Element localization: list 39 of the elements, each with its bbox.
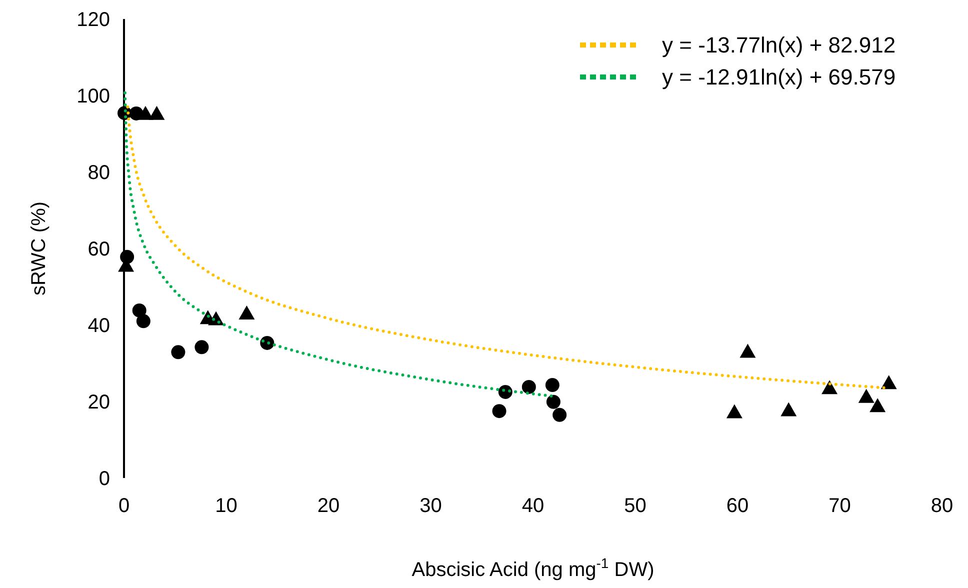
y-tick-label: 40	[88, 315, 110, 337]
point	[137, 106, 154, 120]
y-tick-label: 100	[76, 86, 110, 108]
point	[136, 314, 150, 328]
x-tick-label: 40	[522, 495, 544, 517]
point	[552, 408, 567, 422]
x-tick-label: 80	[930, 495, 954, 517]
x-tick-label: 70	[828, 495, 851, 517]
point	[171, 345, 186, 360]
point	[546, 394, 560, 409]
y-tick-label: 120	[76, 9, 110, 31]
point	[822, 380, 838, 394]
point	[492, 404, 506, 418]
point	[780, 402, 797, 416]
y-tick-label: 60	[88, 238, 110, 260]
x-tick-label: 10	[215, 495, 238, 517]
x-tick-label: 0	[118, 495, 130, 517]
point	[858, 388, 874, 403]
point	[740, 344, 756, 358]
point	[148, 106, 165, 120]
y-tick-label: 80	[88, 162, 110, 184]
point	[132, 303, 146, 318]
y-tick-label: 20	[88, 392, 110, 414]
point	[880, 375, 897, 390]
y-axis-title: sRWC (%)	[28, 201, 50, 296]
point	[238, 306, 255, 320]
legend-label: y = -12.91ln(x) + 69.579	[662, 64, 896, 90]
point	[870, 398, 886, 412]
y-tick-label: 0	[98, 468, 110, 490]
legend-label: y = -13.77ln(x) + 82.912	[662, 32, 896, 58]
x-axis-title: Abscisic Acid (ng mg$^{-1}$ DW)	[412, 555, 654, 581]
point	[726, 404, 742, 418]
x-tick-label: 50	[624, 495, 646, 517]
x-tick-label: 20	[317, 495, 340, 517]
x-tick-label: 60	[726, 495, 749, 517]
point	[545, 378, 560, 392]
point	[194, 340, 209, 354]
x-tick-label: 30	[420, 495, 442, 517]
point	[522, 380, 536, 394]
